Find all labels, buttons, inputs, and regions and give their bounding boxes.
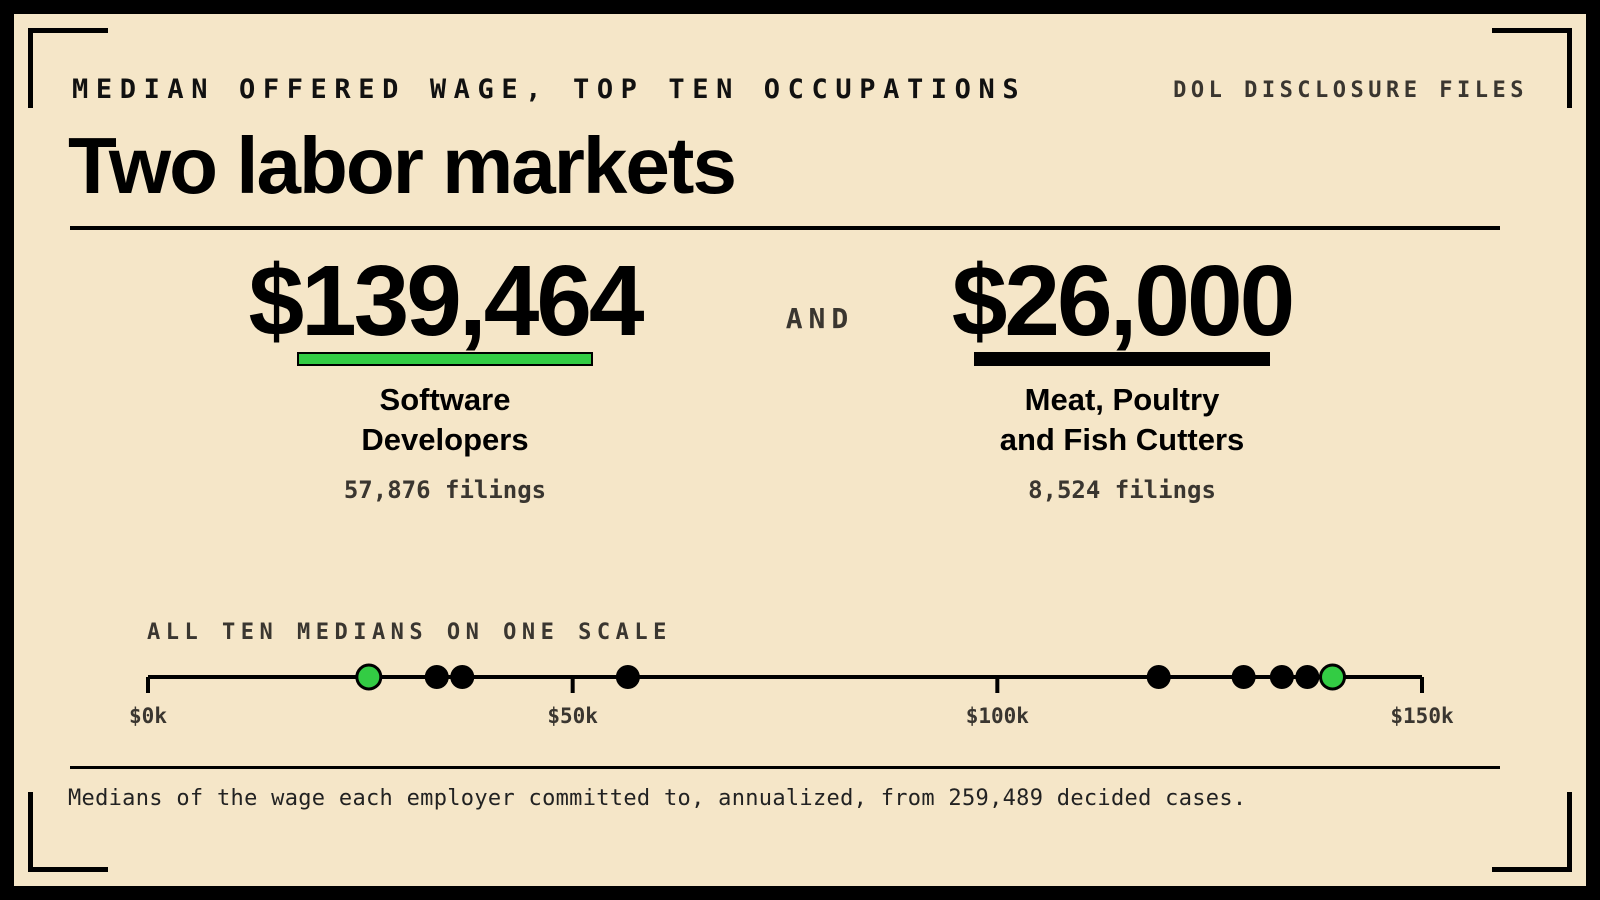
- stat-occupation-right: Meat, Poultry and Fish Cutters: [999, 382, 1245, 457]
- corner-bracket-bottom-right: [1492, 792, 1572, 872]
- footnote: Medians of the wage each employer commit…: [68, 786, 1247, 811]
- highlight-dot: [355, 663, 383, 691]
- median-dot: [1146, 665, 1171, 689]
- stat-filings-right: 8,524 filings: [1028, 476, 1216, 504]
- median-dot: [615, 665, 640, 689]
- stat-bar-left: [297, 352, 593, 366]
- divider-top: [70, 226, 1500, 230]
- stat-bar-right: [974, 352, 1270, 366]
- median-dot: [450, 665, 475, 689]
- corner-bracket-top-left: [28, 28, 108, 108]
- divider-bottom: [70, 766, 1500, 769]
- stat-occupation-left: Software Developers: [361, 382, 529, 457]
- stat-value-right: $26,000: [951, 245, 1295, 357]
- corner-bracket-bottom-left: [28, 792, 108, 872]
- connector-and: AND: [785, 302, 855, 335]
- source-label: DOL DISCLOSURE FILES: [1173, 78, 1528, 103]
- tick-label: $150k: [1390, 704, 1454, 728]
- tick-label: $100k: [966, 704, 1030, 728]
- corner-bracket-top-right: [1492, 28, 1572, 108]
- stat-software-developers: $139,464 Software Developers 57,876 fili…: [145, 246, 745, 504]
- kicker: MEDIAN OFFERED WAGE, TOP TEN OCCUPATIONS: [72, 74, 1027, 105]
- stat-filings-left: 57,876 filings: [343, 476, 547, 504]
- median-dot: [1231, 665, 1256, 689]
- median-dot: [424, 665, 449, 689]
- highlight-dot: [1319, 663, 1347, 691]
- chart-card: MEDIAN OFFERED WAGE, TOP TEN OCCUPATIONS…: [14, 14, 1586, 886]
- stat-meat-cutters: $26,000 Meat, Poultry and Fish Cutters 8…: [822, 246, 1422, 504]
- tick-label: $50k: [547, 704, 598, 728]
- page-title: Two labor markets: [68, 121, 737, 210]
- median-dot: [1269, 665, 1294, 689]
- dot-plot: $0k $50k $100k $150k: [129, 663, 1454, 728]
- tick-label: $0k: [129, 704, 167, 728]
- scale-title: ALL TEN MEDIANS ON ONE SCALE: [147, 620, 672, 645]
- stat-value-left: $139,464: [248, 245, 644, 357]
- median-dot: [1295, 665, 1320, 689]
